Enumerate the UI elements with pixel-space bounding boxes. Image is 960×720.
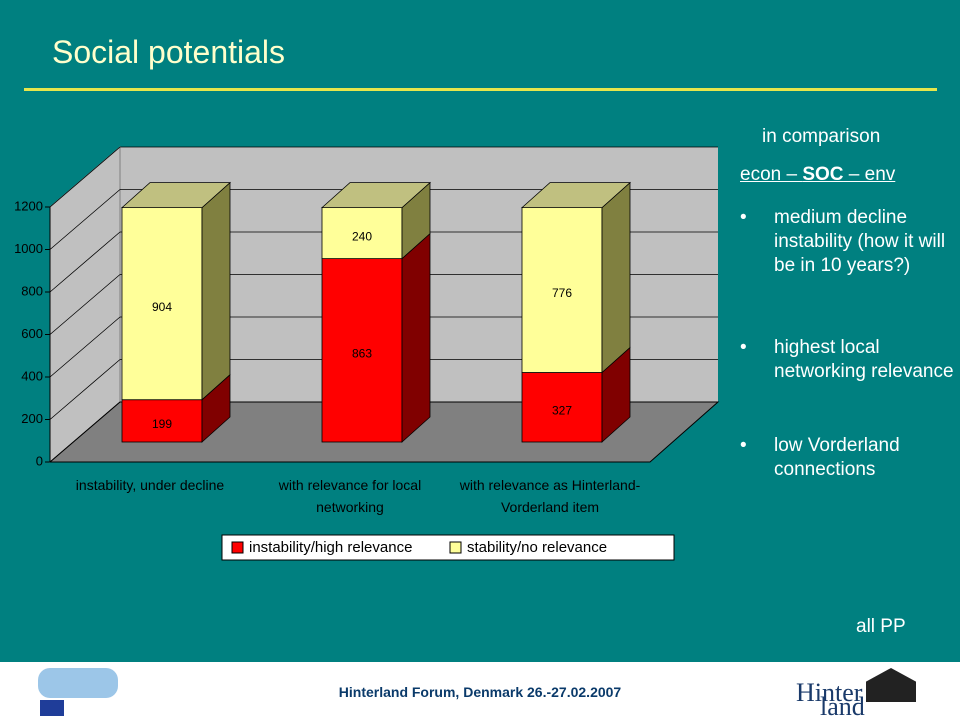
value-label: 904	[152, 300, 172, 314]
grid-line	[49, 359, 121, 420]
legend-swatch	[231, 541, 244, 554]
y-tick-label: 1000	[14, 241, 43, 256]
grid-line	[49, 274, 121, 335]
grid-line	[49, 316, 121, 378]
bar-side	[401, 232, 431, 443]
note-part: – env	[843, 164, 896, 185]
logo-text: Hinter	[796, 678, 863, 707]
y-tick-label: 600	[21, 326, 43, 341]
footer-note: all PP	[856, 616, 906, 637]
bar-side	[201, 181, 231, 401]
bar	[121, 399, 203, 443]
y-tick-label: 800	[21, 283, 43, 298]
value-label: 327	[552, 403, 572, 417]
eu-flag	[40, 700, 64, 716]
value-label: 199	[152, 417, 172, 431]
grid-line	[49, 231, 121, 293]
legend-swatch	[449, 541, 462, 554]
value-label: 863	[352, 346, 372, 360]
y-tick-label: 0	[36, 453, 43, 468]
x-tick-label: instability, under decline	[75, 477, 225, 493]
bar	[521, 372, 603, 443]
legend-label: stability/no relevance	[467, 539, 607, 556]
bar-top	[520, 182, 632, 209]
note-subheading: econ – SOC – env	[740, 164, 895, 186]
footer-band	[0, 662, 960, 720]
legend-box	[221, 534, 675, 561]
grid-line	[49, 189, 121, 250]
logo-left	[38, 668, 118, 698]
bar-side	[601, 181, 631, 374]
x-tick-label: with relevance as Hinterland-Vorderland …	[459, 477, 641, 515]
y-tick-label: 400	[21, 368, 43, 383]
note-part: econ –	[740, 164, 803, 185]
note-part: SOC	[802, 164, 844, 185]
bar	[521, 207, 603, 373]
title-rule	[24, 88, 937, 91]
legend-label: instability/high relevance	[249, 539, 412, 556]
x-tick-label: with relevance for local networking	[278, 477, 422, 515]
bullet-text: low Vorderland connections	[774, 435, 900, 480]
bullet-text: highest local networking relevance	[774, 337, 954, 382]
bullet-dot: •	[740, 435, 747, 456]
bar-top	[320, 182, 432, 209]
grid-line	[49, 146, 121, 208]
y-tick-label: 1200	[14, 198, 43, 213]
bullet-text: medium decline instability (how it will …	[774, 207, 946, 276]
footer-text: Hinterland Forum, Denmark 26.-27.02.2007	[338, 684, 622, 700]
y-tick-label: 200	[21, 411, 43, 426]
logo-text: land	[820, 692, 865, 720]
value-label: 240	[352, 229, 372, 243]
note-heading: in comparison	[762, 126, 881, 147]
bullet-dot: •	[740, 207, 747, 228]
value-label: 776	[552, 286, 572, 300]
grid-line	[49, 401, 121, 463]
bar	[121, 207, 203, 401]
bullet-dot: •	[740, 337, 747, 358]
slide-title: Social potentials	[52, 34, 286, 70]
bar	[321, 258, 403, 443]
bar-top	[120, 182, 232, 209]
